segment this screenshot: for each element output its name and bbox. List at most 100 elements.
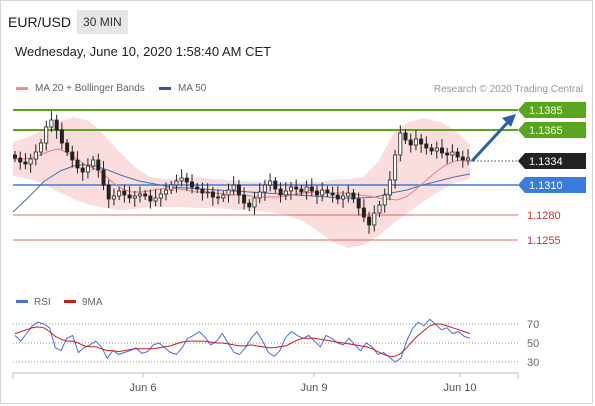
level-label-1.1280: 1.1280	[527, 210, 561, 222]
candle-body	[85, 165, 90, 173]
legend-ma20-label: MA 20 + Bollinger Bands	[35, 83, 145, 94]
candle-body	[408, 139, 413, 146]
candle-body	[44, 126, 49, 144]
candle-body	[403, 132, 408, 141]
candle-body	[288, 186, 293, 192]
candle-body	[455, 151, 460, 158]
forecast-arrow-shaft	[470, 119, 511, 163]
rsi-tick-30: 30	[527, 357, 539, 369]
candle-body	[439, 147, 444, 154]
credit-label: Research © 2020 Trading Central	[433, 84, 583, 95]
candle-body	[247, 202, 252, 208]
candle-body	[221, 194, 226, 199]
candle-body	[294, 186, 299, 190]
candle-body	[111, 195, 116, 200]
chart-header: EUR/USD 30 MIN	[6, 10, 128, 34]
candle-body	[117, 190, 122, 197]
candle-body	[424, 143, 429, 149]
candle-body	[106, 184, 111, 200]
candle-body	[195, 186, 200, 190]
candle-body	[445, 152, 450, 156]
symbol-label: EUR/USD	[8, 14, 72, 30]
candle-body	[122, 190, 127, 196]
candle-body	[372, 212, 377, 226]
candle-body	[132, 195, 137, 199]
candle-body	[356, 198, 361, 209]
candle-body	[346, 192, 351, 197]
candle-body	[460, 156, 465, 161]
candle-body	[96, 159, 101, 171]
level-label-1.1310: 1.1310	[529, 180, 563, 192]
candle-body	[387, 179, 392, 196]
candle-body	[18, 157, 23, 163]
candle-body	[137, 193, 142, 197]
level-tag-1.1385	[518, 102, 586, 118]
candle-body	[351, 192, 356, 200]
candle-body	[189, 181, 194, 188]
forecast-arrow-head	[502, 114, 516, 127]
candle-body	[434, 147, 439, 152]
candle-body	[148, 195, 153, 202]
legend-ma50-label: MA 50	[178, 83, 207, 94]
candle-body	[28, 158, 33, 165]
level-label-1.1385: 1.1385	[529, 105, 563, 117]
candle-body	[309, 186, 314, 192]
candle-body	[49, 119, 54, 128]
candle-body	[200, 188, 205, 194]
candle-body	[262, 184, 267, 193]
candle-body	[12, 154, 17, 159]
candle-body	[101, 169, 106, 186]
timestamp-label: Wednesday, June 10, 2020 1:58:40 AM CET	[15, 44, 272, 59]
current-price-label: 1.1334	[529, 156, 563, 168]
candle-body	[398, 132, 403, 156]
candle-body	[273, 180, 278, 190]
legend-ma50: MA 50	[159, 83, 206, 94]
candle-body	[23, 161, 28, 165]
rsi-legend-swatch-9MA	[64, 300, 76, 303]
candle-body	[314, 190, 319, 196]
candle-body	[70, 151, 75, 161]
candle-body	[153, 197, 158, 202]
level-tag-1.1365	[518, 122, 586, 138]
rsi-tick-70: 70	[527, 319, 539, 331]
candle-body	[252, 197, 257, 208]
candle-body	[231, 184, 236, 191]
candle-body	[65, 142, 70, 153]
level-label-1.1255: 1.1255	[527, 235, 561, 247]
candle-body	[33, 151, 38, 160]
candle-body	[393, 154, 398, 181]
candle-body	[205, 191, 210, 194]
level-tag-1.1310	[518, 177, 586, 193]
level-label-1.1365: 1.1365	[529, 125, 563, 137]
candle-body	[210, 191, 215, 198]
rsi-legend-label-9MA: 9MA	[82, 297, 103, 308]
candle-body	[304, 186, 309, 193]
candle-body	[278, 188, 283, 196]
ma20-swatch	[16, 87, 28, 90]
candle-body	[283, 190, 288, 196]
candle-body	[320, 189, 325, 196]
rsi-tick-50: 50	[527, 338, 539, 350]
ma50-swatch	[159, 87, 171, 90]
candle-body	[179, 177, 184, 182]
candle-body	[236, 184, 241, 196]
candle-body	[226, 189, 231, 196]
candle-body	[268, 180, 273, 186]
candle-body	[419, 138, 424, 145]
candle-body	[158, 193, 163, 199]
candle-body	[465, 157, 470, 161]
candle-body	[216, 196, 221, 199]
rsi-legend-swatch-RSI	[16, 300, 28, 303]
x-tick-label-Jun-10: Jun 10	[443, 382, 476, 394]
rsi-ma9-line	[14, 323, 471, 357]
timeframe-badge[interactable]: 30 MIN	[77, 10, 128, 34]
candle-body	[80, 167, 85, 173]
candle-body	[127, 194, 132, 199]
current-price-tag	[518, 153, 586, 169]
candle-body	[143, 193, 148, 197]
candle-body	[59, 129, 64, 144]
candle-body	[367, 216, 372, 226]
rsi-legend-label-RSI: RSI	[34, 297, 51, 308]
